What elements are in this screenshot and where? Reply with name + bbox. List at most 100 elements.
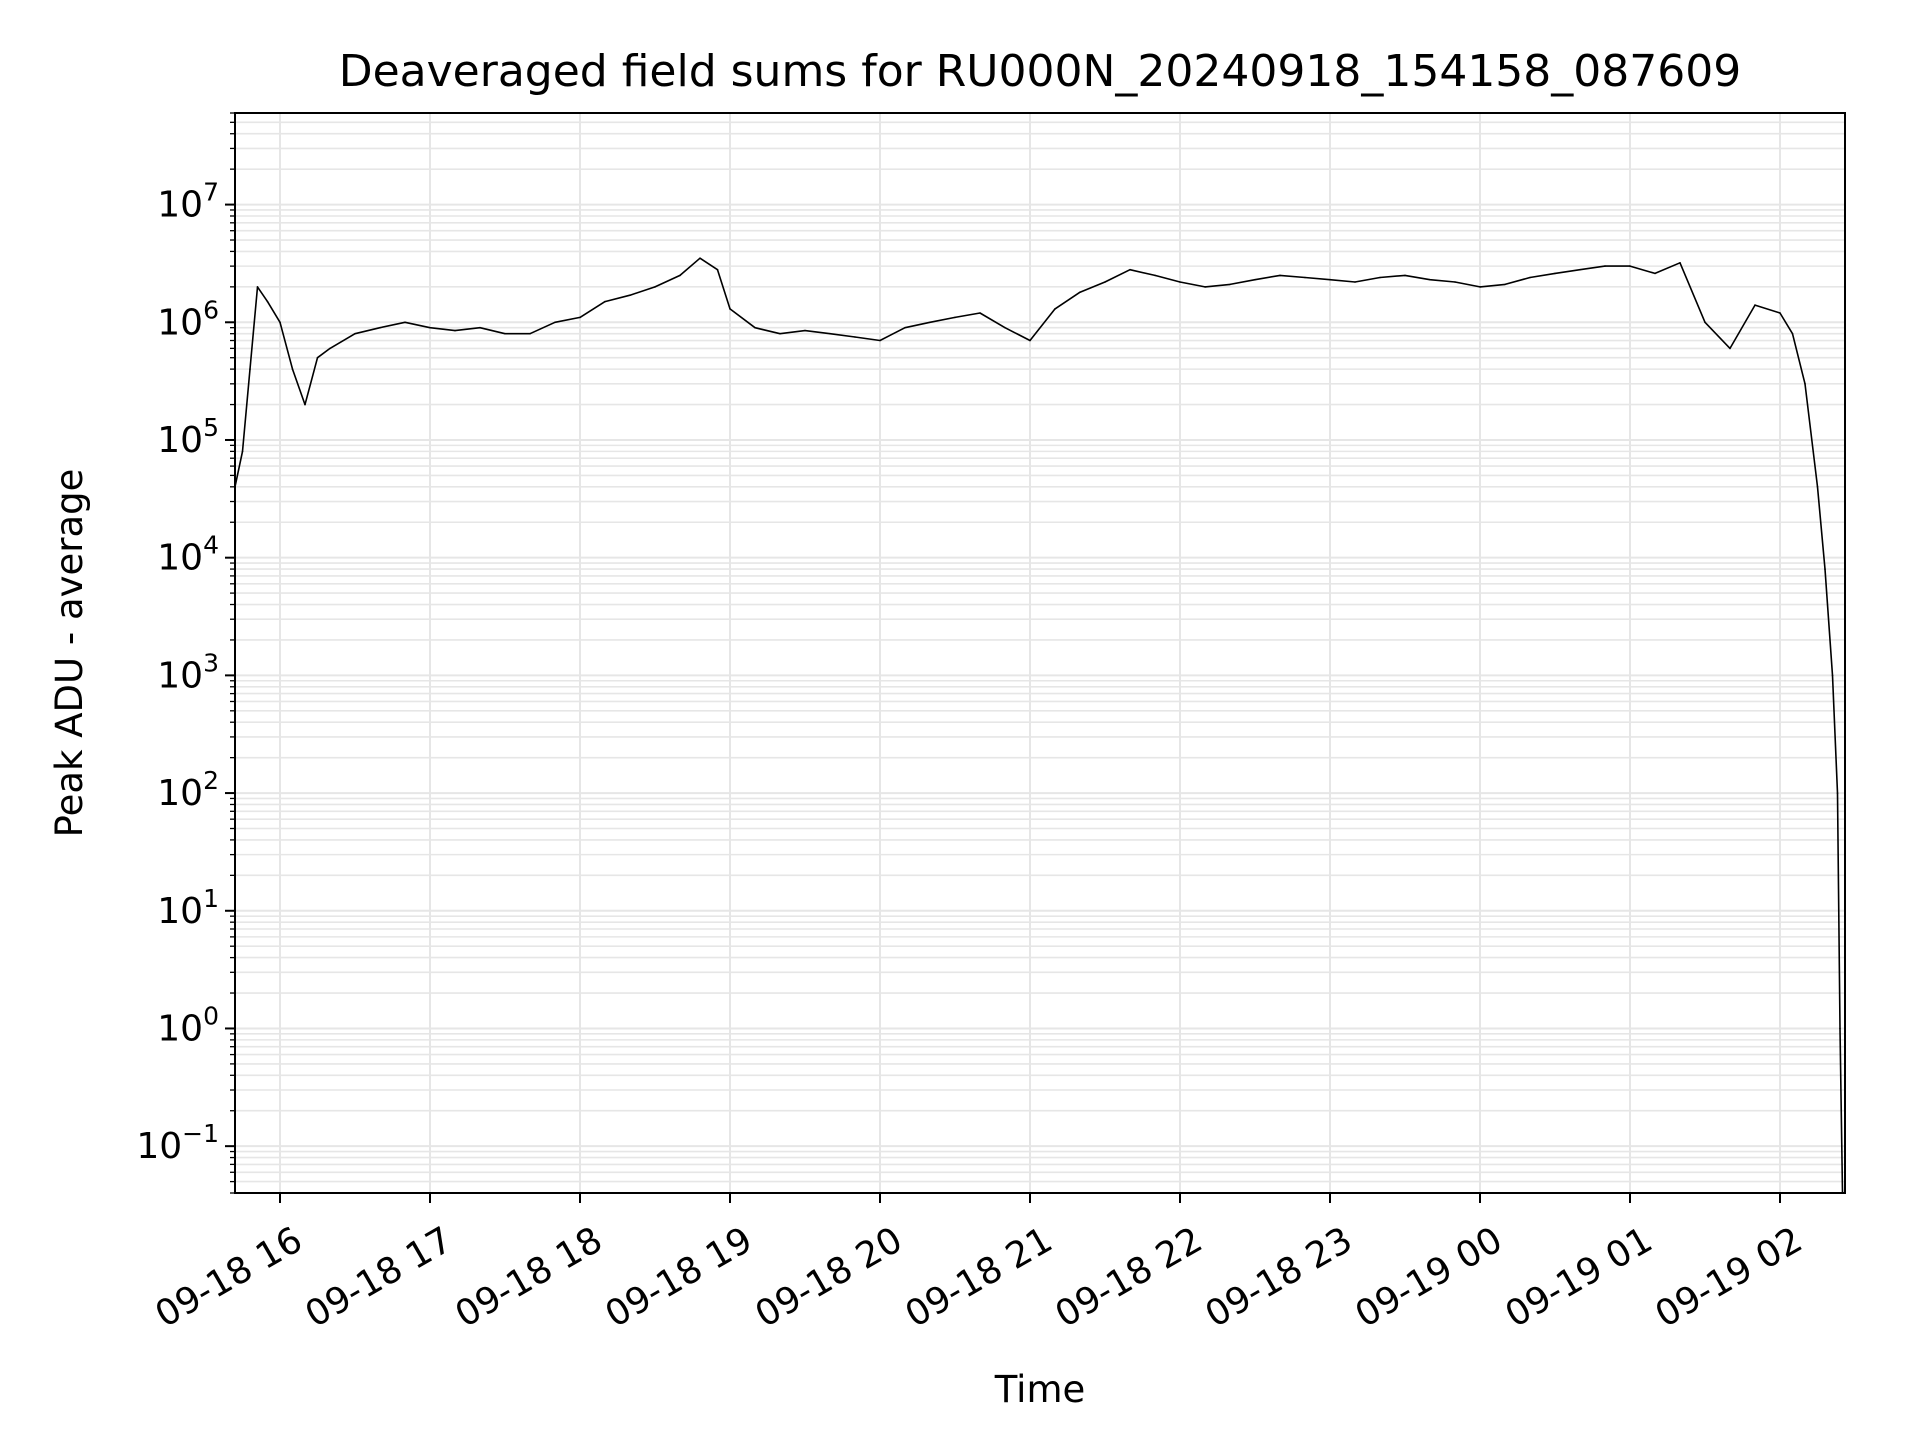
series-point — [1504, 283, 1506, 286]
grid-lines — [235, 112, 1845, 1194]
series-point — [1329, 278, 1331, 281]
series-point — [954, 316, 956, 319]
series-point — [1204, 286, 1206, 288]
series-point — [279, 321, 281, 324]
y-tick-label: 107 — [157, 178, 219, 226]
y-tick-exponent: 3 — [203, 648, 219, 677]
series-point — [1129, 268, 1131, 271]
series-point — [266, 300, 269, 303]
series-point — [1054, 308, 1056, 310]
series-point — [249, 368, 251, 370]
y-tick-exponent: 2 — [203, 766, 219, 795]
series-point — [754, 326, 756, 329]
series-point — [1604, 265, 1606, 267]
series-point — [1229, 283, 1231, 286]
series-point — [1824, 568, 1826, 570]
series-point — [1429, 278, 1431, 281]
series-point — [654, 286, 656, 288]
y-axis-label: Peak ADU - average — [48, 469, 91, 838]
series-point — [1839, 1027, 1841, 1030]
y-tick-exponent: 6 — [203, 295, 219, 324]
y-tick-label: 10−1 — [136, 1119, 219, 1167]
series-point — [1831, 674, 1834, 677]
series-point — [504, 332, 506, 335]
series-point — [256, 286, 259, 288]
series-point — [1029, 339, 1031, 342]
series-point — [1629, 265, 1631, 267]
series-point — [1004, 326, 1006, 329]
y-tick-label: 102 — [157, 766, 219, 814]
series-point — [1754, 304, 1756, 306]
series-line — [234, 257, 1844, 1194]
series-point — [1304, 276, 1306, 279]
series-point — [904, 326, 906, 329]
series-point — [779, 332, 781, 335]
series-point — [1804, 383, 1806, 385]
y-tick-label: 100 — [157, 1001, 219, 1049]
series-point — [579, 316, 581, 319]
series-point — [316, 356, 319, 359]
series-point — [291, 368, 294, 370]
series-point — [429, 326, 431, 329]
series-point — [304, 403, 306, 406]
y-tick-base: 10 — [157, 302, 203, 343]
series-point — [629, 294, 631, 297]
series-point — [379, 326, 381, 329]
series-point — [1729, 347, 1731, 350]
y-tick-label: 103 — [157, 648, 219, 696]
y-tick-base: 10 — [157, 891, 203, 932]
x-axis-label: Time — [994, 1368, 1086, 1411]
series-point — [679, 274, 681, 277]
y-tick-exponent: 7 — [203, 178, 219, 207]
y-tick-base: 10 — [157, 420, 203, 461]
series-point — [716, 268, 719, 271]
series-point — [1554, 272, 1556, 275]
series-point — [1816, 486, 1819, 488]
y-tick-exponent: 1 — [203, 884, 219, 913]
series-point — [854, 336, 856, 338]
y-tick-base: 10 — [157, 538, 203, 579]
series-point — [604, 300, 606, 303]
series-point — [1379, 276, 1381, 279]
series-point — [1836, 792, 1839, 794]
series-point — [879, 339, 881, 342]
y-tick-label: 106 — [157, 295, 219, 343]
series-point — [1479, 286, 1481, 288]
y-tick-exponent: 4 — [203, 531, 219, 560]
series-point — [699, 257, 701, 260]
plot-frame — [234, 112, 1846, 1194]
series-point — [454, 329, 456, 332]
series-point — [1679, 262, 1681, 264]
series-point — [1354, 281, 1356, 283]
chart-title: Deaveraged field sums for RU000N_2024091… — [339, 46, 1742, 97]
series-point — [479, 326, 481, 329]
series-point — [1579, 268, 1581, 271]
series-point — [1104, 281, 1106, 283]
y-tick-base: 10 — [157, 773, 203, 814]
y-tick-exponent: −1 — [182, 1119, 219, 1148]
series-point — [329, 347, 331, 350]
series-point — [404, 321, 406, 324]
y-tick-exponent: 0 — [203, 1001, 219, 1030]
y-tick-label: 105 — [157, 413, 219, 461]
y-tick-base: 10 — [157, 655, 203, 696]
series-point — [1791, 332, 1794, 335]
series-point — [554, 321, 556, 324]
y-tick-base: 10 — [157, 185, 203, 226]
series-point — [929, 321, 931, 324]
series-point — [354, 332, 356, 335]
series-point — [1404, 274, 1406, 277]
series-point — [804, 329, 806, 332]
series-point — [529, 332, 531, 335]
series-point — [1279, 274, 1281, 277]
y-tick-base: 10 — [136, 1126, 182, 1167]
series-point — [1454, 281, 1456, 283]
series-point — [1654, 272, 1656, 275]
y-tick-base: 10 — [157, 1008, 203, 1049]
y-tick-label: 101 — [157, 884, 219, 932]
y-tick-label: 104 — [157, 531, 219, 579]
series-point — [1154, 274, 1156, 277]
series-point — [1704, 321, 1706, 324]
